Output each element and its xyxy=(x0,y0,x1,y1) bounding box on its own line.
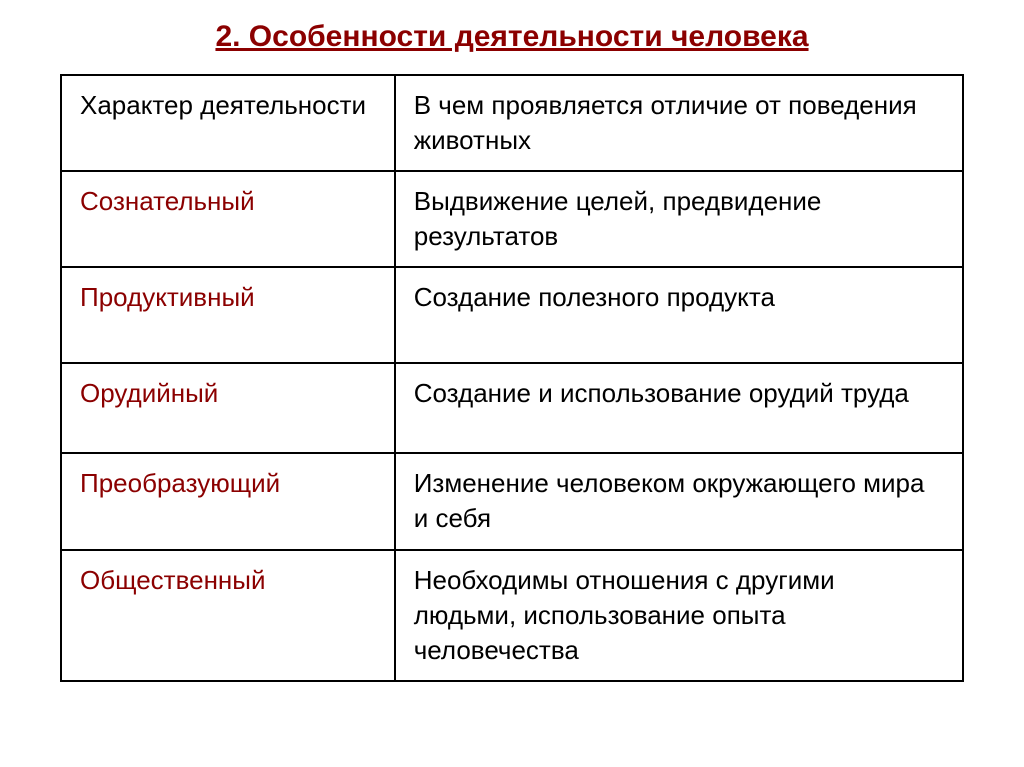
description-cell: Выдвижение целей, предвидение результато… xyxy=(395,171,963,267)
category-cell: Сознательный xyxy=(61,171,395,267)
table-row: Общественный Необходимы отношения с друг… xyxy=(61,550,963,681)
table-row: Сознательный Выдвижение целей, предвиден… xyxy=(61,171,963,267)
table-row: Орудийный Создание и использование оруди… xyxy=(61,363,963,453)
header-cell-right: В чем проявляется отличие от поведения ж… xyxy=(395,75,963,171)
header-cell-left: Характер деятельности xyxy=(61,75,395,171)
category-cell: Преобразующий xyxy=(61,453,395,549)
description-cell: Изменение человеком окружающего мира и с… xyxy=(395,453,963,549)
table-row: Продуктивный Создание полезного продукта xyxy=(61,267,963,363)
description-cell: Необходимы отношения с другими людьми, и… xyxy=(395,550,963,681)
table-header-row: Характер деятельности В чем проявляется … xyxy=(61,75,963,171)
description-cell: Создание полезного продукта xyxy=(395,267,963,363)
category-cell: Орудийный xyxy=(61,363,395,453)
characteristics-table: Характер деятельности В чем проявляется … xyxy=(60,74,964,682)
description-cell: Создание и использование орудий труда xyxy=(395,363,963,453)
category-cell: Общественный xyxy=(61,550,395,681)
category-cell: Продуктивный xyxy=(61,267,395,363)
slide-title: 2. Особенности деятельности человека xyxy=(60,20,964,54)
table-row: Преобразующий Изменение человеком окружа… xyxy=(61,453,963,549)
